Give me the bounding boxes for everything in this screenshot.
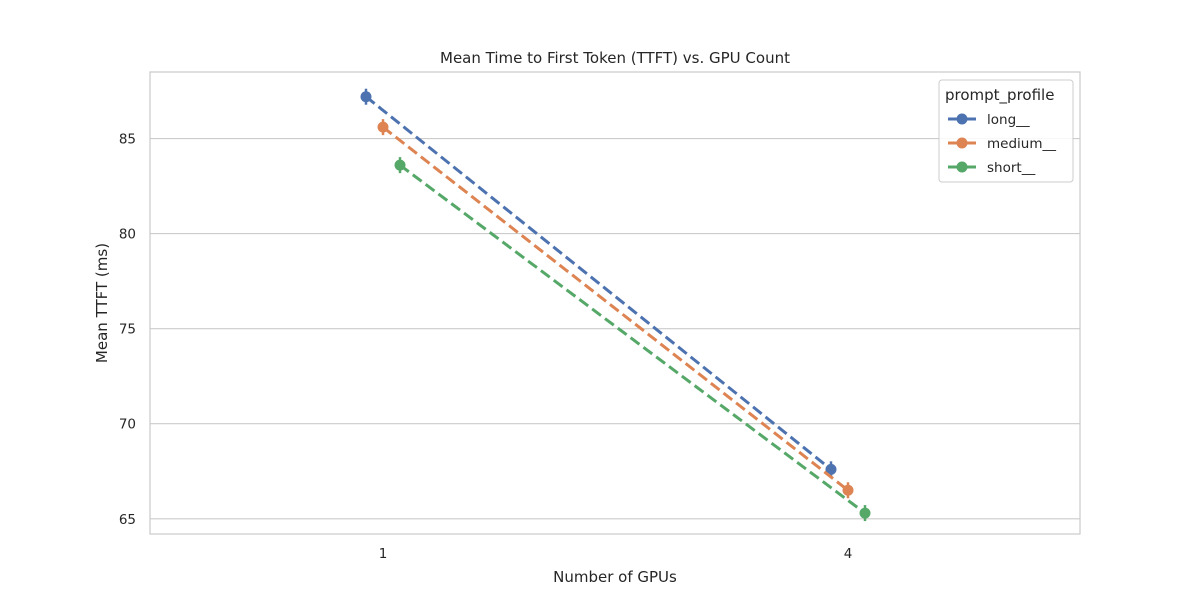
- y-tick-label: 80: [119, 227, 136, 243]
- legend-label: medium__: [987, 136, 1056, 152]
- legend-item: medium__: [948, 136, 1056, 152]
- x-tick-label: 1: [379, 546, 388, 562]
- series-group: [360, 88, 871, 522]
- series-medium: [377, 119, 854, 499]
- legend-item: long__: [948, 112, 1030, 128]
- data-point: [394, 159, 406, 171]
- series-short: [394, 157, 871, 522]
- y-tick-label: 85: [119, 132, 136, 148]
- legend-marker: [956, 161, 968, 173]
- data-point: [825, 463, 837, 475]
- x-axis-label: Number of GPUs: [553, 568, 677, 586]
- series-line: [382, 125, 849, 492]
- data-point: [859, 507, 871, 519]
- legend-marker: [956, 137, 968, 149]
- plot-frame: [149, 71, 1081, 535]
- grid: [150, 137, 1080, 520]
- y-tick-labels: 65 70 75 80 85: [119, 132, 136, 528]
- series-long: [360, 88, 837, 478]
- legend-label: short__: [987, 160, 1035, 176]
- y-tick-label: 70: [119, 417, 136, 433]
- y-tick-label: 65: [119, 512, 136, 528]
- series-line: [365, 95, 832, 471]
- y-tick-label: 75: [119, 322, 136, 338]
- legend-item: short__: [948, 160, 1035, 176]
- legend-title: prompt_profile: [945, 86, 1054, 105]
- legend-box: [938, 79, 1074, 183]
- legend: prompt_profile long__ medium__ short__: [938, 79, 1074, 183]
- data-point: [377, 121, 389, 133]
- series-line: [399, 163, 866, 515]
- legend-items: long__ medium__ short__: [948, 112, 1056, 176]
- legend-marker: [956, 113, 968, 125]
- legend-label: long__: [987, 112, 1030, 128]
- data-point: [360, 91, 372, 103]
- x-tick-label: 4: [844, 546, 853, 562]
- y-axis-label: Mean TTFT (ms): [93, 243, 111, 363]
- chart-title: Mean Time to First Token (TTFT) vs. GPU …: [440, 49, 790, 67]
- data-point: [842, 484, 854, 496]
